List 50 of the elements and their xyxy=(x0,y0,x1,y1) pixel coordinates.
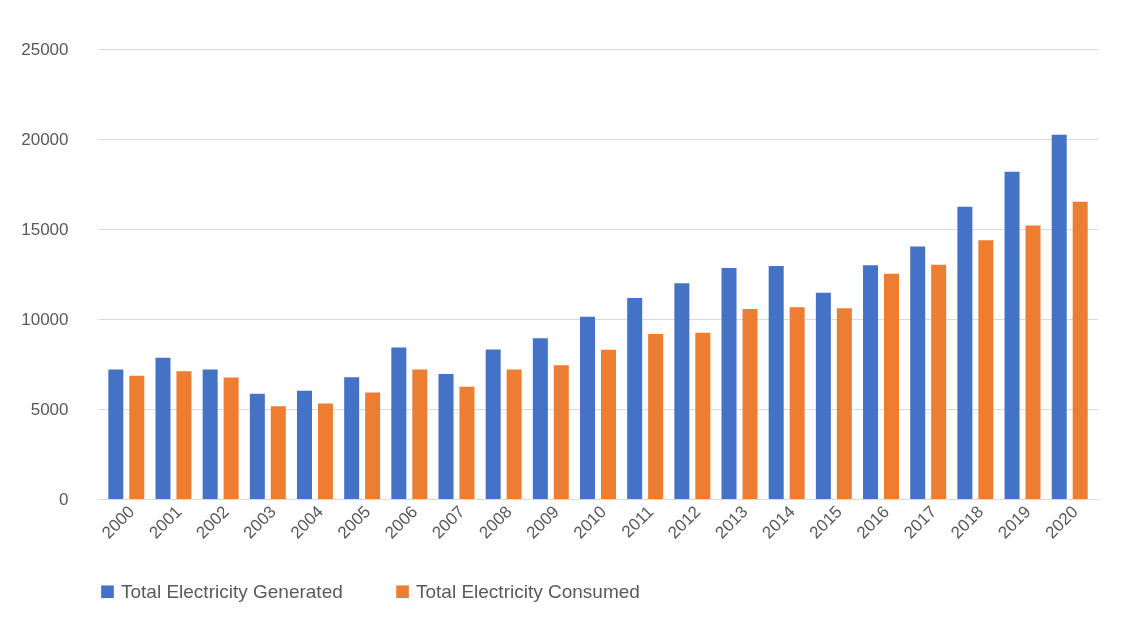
bar xyxy=(957,206,973,499)
bar xyxy=(223,377,239,499)
bar xyxy=(1072,201,1088,499)
bar xyxy=(438,374,454,499)
legend-label: Total Electricity Generated xyxy=(121,580,343,602)
bar xyxy=(270,406,286,499)
y-tick-label: 15000 xyxy=(21,219,69,239)
bar xyxy=(580,316,596,499)
legend-label: Total Electricity Consumed xyxy=(416,580,640,602)
bar xyxy=(884,273,899,499)
bar xyxy=(1004,171,1020,499)
bar xyxy=(108,369,124,499)
bar xyxy=(506,369,522,499)
bar xyxy=(176,371,192,499)
bar xyxy=(695,332,711,499)
bar xyxy=(129,375,145,499)
y-tick-label: 0 xyxy=(59,489,69,509)
bar xyxy=(978,240,994,499)
bar xyxy=(674,283,690,499)
bar xyxy=(155,357,171,499)
bar xyxy=(648,334,664,499)
bar xyxy=(815,292,831,499)
y-tick-label: 5000 xyxy=(30,399,69,419)
y-tick-label: 10000 xyxy=(21,309,69,329)
bar xyxy=(721,267,737,499)
bar xyxy=(627,297,643,499)
y-tick-label: 20000 xyxy=(21,129,69,149)
bar xyxy=(863,265,879,499)
bar xyxy=(553,365,569,499)
bar xyxy=(391,347,407,499)
bar xyxy=(297,390,312,499)
bar xyxy=(249,393,265,499)
bar xyxy=(789,307,805,499)
bar xyxy=(931,264,947,499)
bar xyxy=(910,246,926,499)
bar xyxy=(459,386,475,499)
bar xyxy=(768,266,784,499)
bar xyxy=(532,338,548,499)
bar xyxy=(202,369,218,499)
bar xyxy=(1025,225,1041,499)
bar xyxy=(344,377,360,499)
y-tick-label: 25000 xyxy=(21,39,69,59)
bar xyxy=(317,403,333,499)
bar xyxy=(485,349,501,499)
bar xyxy=(836,308,852,499)
bar xyxy=(1051,134,1067,499)
bar xyxy=(365,392,381,499)
bar xyxy=(742,308,758,499)
bar xyxy=(412,369,428,499)
bar xyxy=(600,349,616,499)
